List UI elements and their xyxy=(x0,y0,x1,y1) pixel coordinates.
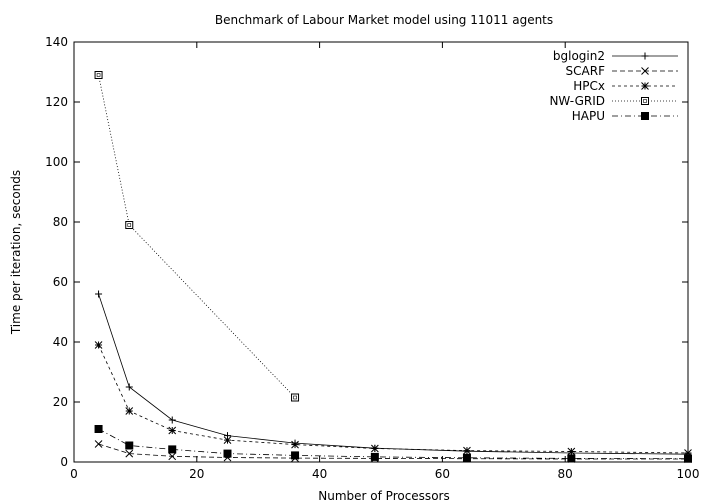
data-point xyxy=(462,453,471,462)
legend-marker xyxy=(641,112,649,120)
data-point xyxy=(95,290,103,298)
plot-frame xyxy=(73,41,689,463)
series-hapu xyxy=(94,425,692,463)
legend-marker xyxy=(641,97,649,105)
data-point xyxy=(371,444,379,453)
x-axis-label: Number of Processors xyxy=(318,489,449,503)
legend-label: bglogin2 xyxy=(553,49,605,63)
data-point xyxy=(567,447,576,456)
data-point xyxy=(94,440,103,448)
y-tick-label: 80 xyxy=(53,215,68,229)
chart-title: Benchmark of Labour Market model using 1… xyxy=(215,13,553,27)
y-tick-label: 60 xyxy=(53,275,68,289)
y-tick-label: 40 xyxy=(53,335,68,349)
y-axis-label: Time per iteration, seconds xyxy=(9,170,23,335)
series-line xyxy=(98,74,296,398)
legend-label: HAPU xyxy=(572,109,605,123)
data-point xyxy=(370,452,379,461)
data-point xyxy=(684,454,692,463)
data-point xyxy=(125,221,134,229)
x-tick-label: 20 xyxy=(189,467,204,481)
data-point xyxy=(125,449,134,458)
data-point xyxy=(168,452,177,461)
data-point xyxy=(223,449,232,458)
data-point xyxy=(94,341,103,349)
axis-ticks: 0 20 40 60 80 100 0 20 40 60 80 100 120 140 xyxy=(45,35,699,481)
data-point xyxy=(168,445,177,454)
y-tick-label: 20 xyxy=(53,395,68,409)
legend-marker xyxy=(641,52,649,60)
data-point xyxy=(291,440,299,449)
data-point xyxy=(291,393,300,402)
data-point xyxy=(463,446,471,455)
legend-marker xyxy=(641,67,649,75)
data-point xyxy=(125,383,133,391)
x-tick-label: 100 xyxy=(677,467,700,481)
y-tick-label: 120 xyxy=(45,95,68,109)
x-tick-label: 80 xyxy=(558,467,573,481)
data-point xyxy=(168,426,177,435)
legend-marker xyxy=(641,82,649,90)
y-tick-label: 0 xyxy=(60,455,68,469)
x-tick-label: 0 xyxy=(70,467,78,481)
legend-label: NW-GRID xyxy=(549,94,605,108)
data-point xyxy=(94,71,103,79)
series-nw-grid xyxy=(94,71,300,402)
data-point xyxy=(168,416,176,424)
data-point xyxy=(125,407,134,415)
data-point xyxy=(567,454,576,463)
series-line xyxy=(98,293,689,455)
x-tick-label: 40 xyxy=(312,467,327,481)
legend-label: SCARF xyxy=(566,64,606,78)
data-point xyxy=(94,425,103,433)
x-tick-label: 60 xyxy=(435,467,450,481)
series-hpcx xyxy=(94,341,692,457)
y-tick-label: 140 xyxy=(45,35,68,49)
data-point xyxy=(223,436,232,444)
y-tick-label: 100 xyxy=(45,155,68,169)
series-line xyxy=(98,344,689,454)
legend-label: HPCx xyxy=(573,79,605,93)
data-point xyxy=(125,441,134,450)
series-layer xyxy=(94,71,692,463)
data-point xyxy=(291,451,300,460)
series-scarf xyxy=(94,440,692,463)
series-line xyxy=(98,428,689,460)
